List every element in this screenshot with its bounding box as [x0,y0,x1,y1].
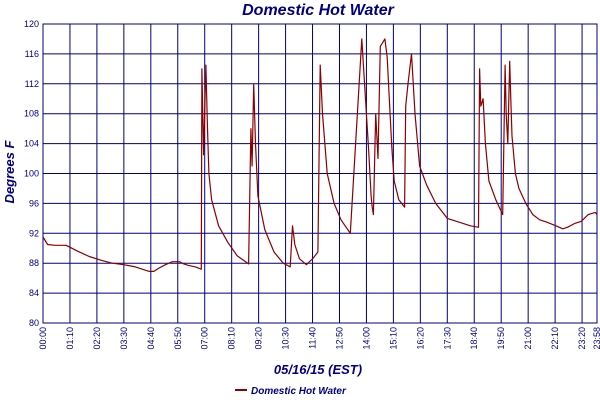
x-tick-label: 17:30 [442,327,452,350]
x-tick-label: 02:20 [92,327,102,350]
y-tick-label: 88 [29,258,39,268]
legend-label: Domestic Hot Water [251,386,347,397]
x-tick-label: 09:20 [254,327,264,350]
y-tick-label: 80 [29,318,39,328]
x-tick-label: 00:00 [38,327,48,350]
x-tick-label: 18:40 [469,327,479,350]
y-tick-label: 84 [29,288,39,298]
x-tick-label: 23:58 [592,327,600,350]
x-tick-label: 01:10 [65,327,75,350]
y-tick-label: 112 [25,79,39,89]
x-tick-label: 23:20 [577,327,587,350]
x-tick-label: 05:50 [173,327,183,350]
x-tick-label: 21:00 [523,327,533,350]
x-tick-label: 10:30 [281,327,291,350]
x-tick-label: 07:00 [200,327,210,350]
chart-title: Domestic Hot Water [242,2,395,19]
y-tick-label: 100 [24,169,39,179]
series-line-domestic-hot-water [42,38,598,272]
x-tick-label: 14:00 [361,327,371,350]
x-tick-label: 22:10 [550,327,560,350]
y-tick-label: 120 [24,19,39,29]
legend: Domestic Hot Water [235,386,347,397]
x-tick-label: 08:10 [227,327,237,350]
x-tick-label: 16:20 [415,327,425,350]
y-tick-label: 108 [24,109,39,119]
y-tick-label: 92 [29,228,39,238]
x-tick-label: 11:40 [308,327,318,349]
x-tick-label: 12:50 [334,327,344,350]
x-axis-ticks: 00:00 01:10 02:20 03:30 04:40 05:50 07:00 08:10… [38,327,600,350]
y-tick-label: 104 [24,139,39,149]
y-axis-label: Degrees F [2,140,17,204]
x-tick-label: 04:40 [146,327,156,350]
x-tick-label: 19:50 [496,327,506,350]
x-axis-label: 05/16/15 (EST) [274,362,362,377]
y-tick-label: 96 [29,198,39,208]
series-layer [42,38,598,272]
y-tick-label: 116 [25,49,39,59]
x-tick-label: 15:10 [388,327,398,350]
x-tick-label: 03:30 [119,327,129,350]
y-axis-ticks: 80 84 88 92 96 100 104 108 112 116 120 [24,19,39,328]
plot-border [42,23,598,324]
